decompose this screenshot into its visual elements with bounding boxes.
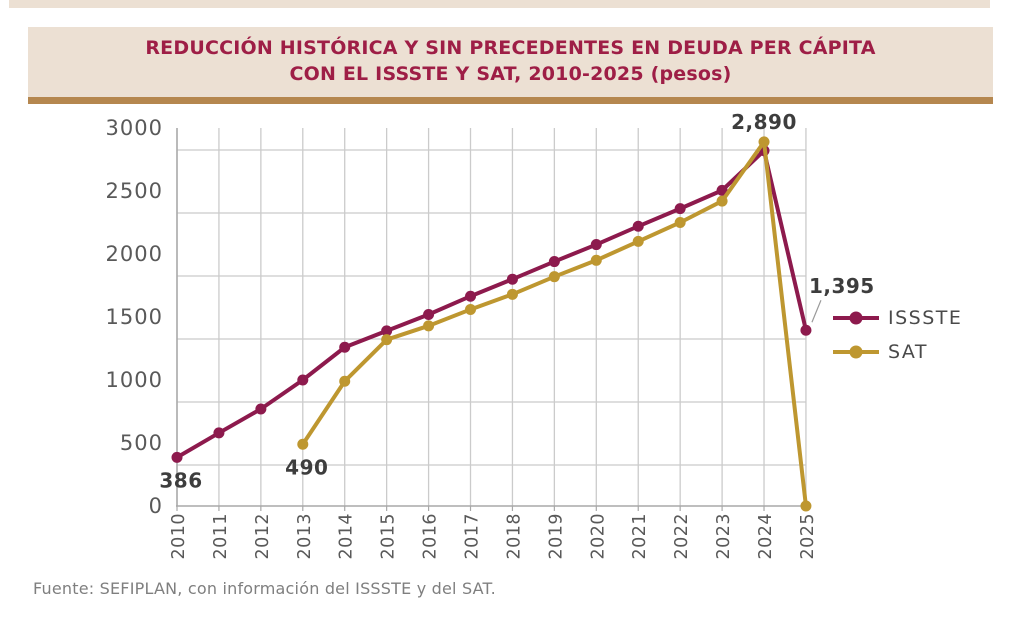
y-tick-label: 3000 bbox=[106, 116, 163, 140]
x-tick-label: 2023 bbox=[714, 513, 734, 560]
x-tick-label: 2021 bbox=[630, 513, 650, 560]
source-note: Fuente: SEFIPLAN, con información del IS… bbox=[33, 579, 496, 598]
data-point-sat-2021 bbox=[632, 235, 644, 247]
chart-title-line-2: CON EL ISSSTE Y SAT, 2010-2025 (pesos) bbox=[289, 63, 732, 85]
data-point-issste-2010 bbox=[171, 451, 183, 463]
data-point-issste-2013 bbox=[297, 374, 309, 386]
issste-line-marker-icon bbox=[833, 311, 879, 325]
x-tick-label: 2022 bbox=[672, 513, 692, 560]
x-tick-label: 2024 bbox=[756, 513, 776, 560]
data-point-issste-2023 bbox=[716, 184, 728, 196]
x-tick-label: 2020 bbox=[588, 513, 608, 560]
annotation-490: 490 bbox=[285, 455, 328, 479]
title-underline-rule bbox=[28, 97, 993, 104]
legend-label-sat: SAT bbox=[888, 341, 929, 363]
y-tick-label: 2000 bbox=[106, 242, 163, 266]
data-point-sat-2025 bbox=[800, 500, 812, 512]
data-point-sat-2024 bbox=[758, 136, 770, 148]
data-point-sat-2020 bbox=[590, 254, 602, 266]
data-point-sat-2017 bbox=[465, 303, 477, 315]
x-tick-label: 2017 bbox=[463, 513, 483, 560]
annotation-1395: 1,395 bbox=[809, 274, 875, 298]
data-point-sat-2019 bbox=[548, 271, 560, 283]
sat-line-marker-icon bbox=[833, 345, 879, 359]
data-point-issste-2015 bbox=[381, 325, 393, 337]
data-point-issste-2011 bbox=[213, 427, 225, 439]
annotation-leader-line bbox=[811, 300, 822, 323]
x-tick-label: 2016 bbox=[421, 513, 441, 560]
sat-dot-icon bbox=[849, 345, 863, 359]
y-tick-label: 1500 bbox=[106, 305, 163, 329]
x-tick-label: 2014 bbox=[337, 513, 357, 560]
chart-legend: ISSSTE SAT bbox=[833, 306, 962, 364]
y-tick-label: 1000 bbox=[106, 368, 163, 392]
y-tick-label: 2500 bbox=[106, 179, 163, 203]
x-tick-label: 2015 bbox=[379, 513, 399, 560]
annotation-2890: 2,890 bbox=[731, 110, 797, 134]
x-tick-label: 2019 bbox=[546, 513, 566, 560]
legend-label-issste: ISSSTE bbox=[888, 307, 963, 329]
legend-item-issste: ISSSTE bbox=[833, 306, 962, 330]
annotation-386: 386 bbox=[159, 468, 202, 492]
chart-title-band: REDUCCIÓN HISTÓRICA Y SIN PRECEDENTES EN… bbox=[28, 27, 993, 97]
data-point-issste-2022 bbox=[674, 203, 686, 215]
x-tick-label: 2018 bbox=[504, 513, 524, 560]
x-tick-label: 2013 bbox=[295, 513, 315, 560]
data-point-issste-2018 bbox=[506, 273, 518, 285]
x-tick-label: 2011 bbox=[211, 513, 231, 560]
data-point-sat-2016 bbox=[423, 320, 435, 332]
x-tick-label: 2012 bbox=[253, 513, 273, 560]
y-tick-label: 500 bbox=[120, 431, 163, 455]
data-point-sat-2015 bbox=[381, 334, 393, 346]
chart-title-line-1: REDUCCIÓN HISTÓRICA Y SIN PRECEDENTES EN… bbox=[145, 37, 876, 60]
series-line-issste bbox=[175, 146, 808, 460]
data-point-issste-2025 bbox=[800, 324, 812, 336]
data-point-sat-2023 bbox=[716, 195, 728, 207]
data-point-issste-2014 bbox=[339, 341, 351, 353]
top-border-strip bbox=[9, 0, 990, 8]
x-tick-label: 2025 bbox=[798, 513, 818, 560]
data-point-issste-2017 bbox=[465, 290, 477, 302]
data-point-issste-2019 bbox=[548, 256, 560, 268]
y-tick-label: 0 bbox=[149, 494, 163, 518]
data-point-issste-2021 bbox=[632, 220, 644, 232]
x-tick-label: 2010 bbox=[169, 513, 189, 560]
issste-dot-icon bbox=[849, 311, 863, 325]
data-point-issste-2016 bbox=[423, 308, 435, 320]
data-point-issste-2020 bbox=[590, 239, 602, 251]
data-point-sat-2022 bbox=[674, 217, 686, 228]
data-point-issste-2012 bbox=[255, 403, 267, 415]
data-point-sat-2013 bbox=[297, 438, 309, 450]
data-point-sat-2018 bbox=[506, 288, 518, 300]
data-point-sat-2014 bbox=[339, 375, 351, 387]
legend-item-sat: SAT bbox=[833, 340, 962, 364]
